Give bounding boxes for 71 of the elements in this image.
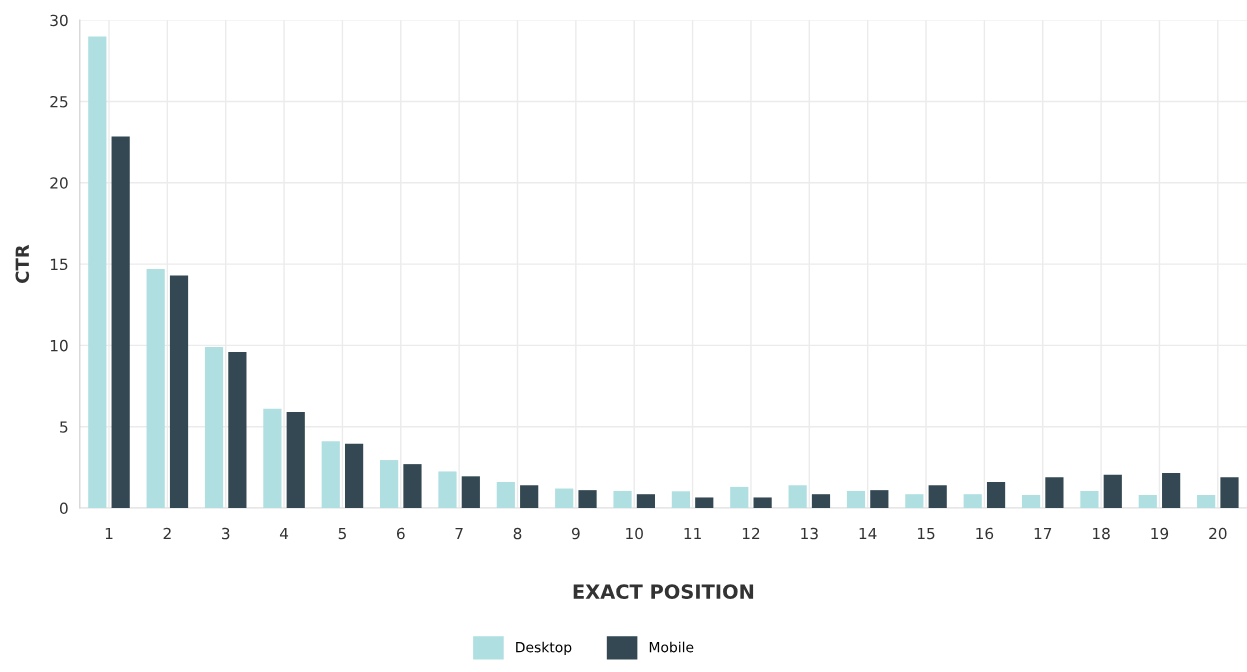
bar bbox=[1162, 473, 1181, 509]
x-tick-label: 8 bbox=[513, 527, 522, 540]
bar bbox=[204, 347, 224, 509]
y-tick-label: 20 bbox=[50, 177, 68, 189]
x-tick-label: 3 bbox=[222, 527, 230, 540]
x-tick-label: 15 bbox=[917, 527, 935, 540]
x-tick-label: 9 bbox=[571, 527, 580, 540]
bar bbox=[578, 490, 597, 509]
bar bbox=[905, 494, 924, 509]
bar bbox=[496, 482, 515, 509]
x-tick-label: 6 bbox=[396, 527, 405, 540]
bar bbox=[636, 494, 655, 509]
bar bbox=[438, 471, 457, 509]
x-tick-label: 5 bbox=[338, 527, 346, 540]
y-tick-label: 10 bbox=[50, 339, 68, 352]
bar bbox=[695, 497, 714, 509]
x-tick-label: 1 bbox=[105, 527, 113, 540]
bar bbox=[111, 136, 130, 509]
y-tick-label: 25 bbox=[50, 95, 68, 108]
x-tick-label: 17 bbox=[1034, 527, 1052, 540]
bar bbox=[555, 488, 574, 509]
bar bbox=[1045, 477, 1064, 509]
bar bbox=[928, 485, 947, 509]
y-axis-title: CTR bbox=[15, 244, 30, 283]
x-tick-label: 19 bbox=[1151, 527, 1169, 540]
x-tick-label: 4 bbox=[279, 527, 289, 540]
bar bbox=[986, 482, 1006, 509]
bar bbox=[963, 494, 982, 509]
bar bbox=[613, 490, 632, 509]
x-tick-label: 7 bbox=[455, 527, 463, 540]
bar bbox=[1021, 495, 1041, 509]
x-tick-label: 12 bbox=[742, 527, 760, 540]
bar bbox=[1197, 495, 1216, 509]
bar bbox=[846, 490, 866, 509]
x-tick-label: 10 bbox=[626, 527, 643, 540]
bar bbox=[228, 351, 247, 509]
legend-label: Desktop bbox=[516, 641, 572, 656]
bar bbox=[788, 485, 807, 509]
bar bbox=[321, 441, 340, 509]
x-tick-label: 20 bbox=[1209, 527, 1227, 540]
bar bbox=[286, 412, 305, 509]
bar bbox=[671, 491, 691, 509]
x-axis-title: EXACT POSITION bbox=[573, 584, 754, 599]
y-tick-label: 0 bbox=[59, 502, 68, 515]
x-tick-label: 13 bbox=[801, 527, 818, 540]
y-tick-label: 5 bbox=[60, 421, 68, 433]
bar bbox=[88, 36, 107, 509]
x-tick-label: 2 bbox=[163, 527, 171, 540]
y-tick-label: 15 bbox=[50, 258, 68, 271]
bar bbox=[1080, 490, 1099, 509]
bar bbox=[461, 476, 480, 509]
bar bbox=[520, 485, 539, 509]
bar bbox=[263, 408, 282, 509]
bar bbox=[753, 497, 772, 509]
bar bbox=[146, 268, 165, 509]
y-tick-label: 30 bbox=[50, 14, 68, 27]
legend-label: Mobile bbox=[649, 641, 694, 653]
x-tick-label: 16 bbox=[976, 527, 994, 540]
bar bbox=[403, 464, 422, 509]
bar bbox=[870, 490, 889, 509]
bar bbox=[344, 443, 364, 509]
x-tick-label: 11 bbox=[684, 527, 701, 540]
bar bbox=[730, 486, 749, 509]
bar bbox=[1103, 474, 1122, 509]
bar bbox=[169, 275, 189, 509]
x-tick-label: 18 bbox=[1093, 527, 1110, 540]
bar bbox=[1138, 495, 1157, 509]
bar bbox=[380, 460, 399, 509]
bar bbox=[811, 494, 831, 509]
bar bbox=[1220, 477, 1239, 509]
x-tick-label: 14 bbox=[859, 527, 877, 540]
